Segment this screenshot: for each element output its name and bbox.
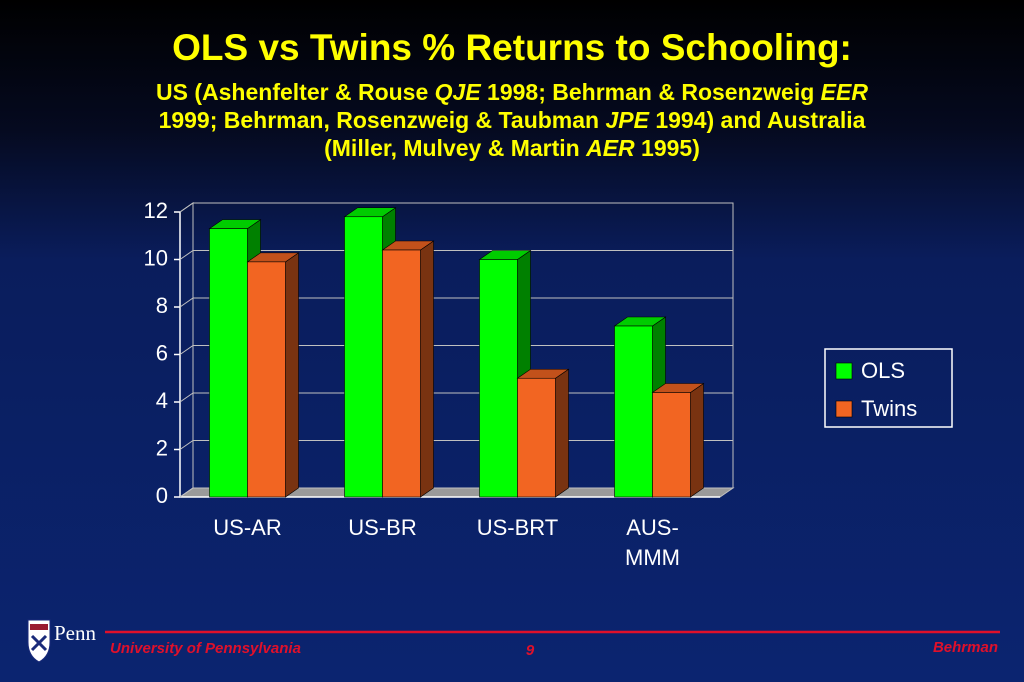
subtitle-segment: 1994) and Australia [649,107,866,133]
subtitle-line: 1999; Behrman, Rosenzweig & Taubman JPE … [159,107,866,133]
bar-front [614,325,653,498]
bar-front [517,377,556,498]
subtitle: US (Ashenfelter & Rouse QJE 1998; Behrma… [156,79,868,161]
grid-line [179,250,733,260]
grid-line [179,202,733,213]
x-tick-label: US-BRT [476,515,559,540]
bar-side [285,252,299,498]
x-tick-label: US-BR [348,515,417,540]
y-tick-label: 6 [156,340,168,365]
bar-front [247,261,286,498]
bar-side [555,368,569,498]
bar [246,252,300,498]
logo: Penn [27,619,97,663]
subtitle-segment: US (Ashenfelter & Rouse [156,79,435,105]
bar-front [382,249,421,498]
subtitle-segment: (Miller, Mulvey & Martin [324,135,586,161]
legend-label: Twins [861,396,917,421]
legend-swatch [835,400,853,418]
chart-title: OLS vs Twins % Returns to Schooling: [172,27,852,68]
grid-line [179,345,733,355]
subtitle-segment: AER [585,135,635,161]
y-tick-label: 8 [156,293,168,318]
legend-box [824,348,953,428]
subtitle-line: (Miller, Mulvey & Martin AER 1995) [324,135,700,161]
subtitle-segment: 1999; Behrman, Rosenzweig & Taubman [159,107,606,133]
bar-front [209,228,248,498]
bar-front [344,216,383,498]
footer-right: Behrman [933,639,998,656]
subtitle-line: US (Ashenfelter & Rouse QJE 1998; Behrma… [156,79,868,105]
subtitle-segment: 1998; Behrman & Rosenzweig [481,79,821,105]
y-tick-label: 12 [144,198,168,223]
subtitle-segment: QJE [435,79,482,105]
bar-side [690,382,704,498]
y-tick-label: 4 [156,388,168,413]
page-number: 9 [526,642,535,659]
x-tick-label: US-AR [213,515,282,540]
footer-left: University of Pennsylvania [110,640,301,657]
bar [516,368,570,498]
legend-swatch [835,362,853,380]
subtitle-segment: 1995) [635,135,700,161]
bar-side [420,240,434,498]
plot-area: 0 2 4 6 8 10 12 [144,198,735,508]
bar-front [479,259,518,498]
subtitle-segment: JPE [605,107,649,133]
subtitle-segment: EER [821,79,869,105]
bar [651,382,705,498]
bar [381,240,435,498]
logo-text: Penn [54,621,97,645]
bar-front [652,392,691,498]
y-tick-label: 0 [156,483,168,508]
y-tick-label: 10 [144,245,168,270]
x-tick-label: AUS-MMM [625,515,680,570]
grid-line [179,297,733,308]
legend-label: OLS [861,358,905,383]
y-tick-label: 2 [156,435,168,460]
